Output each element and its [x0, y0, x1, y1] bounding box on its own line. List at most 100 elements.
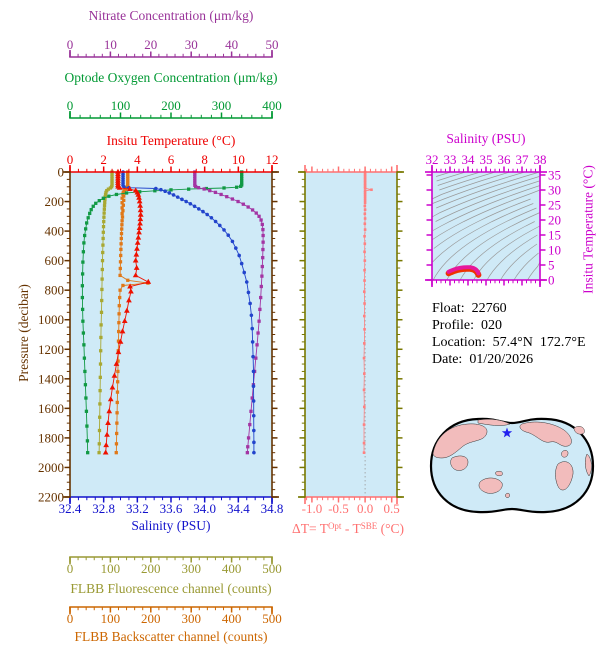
tick-label: 30 [548, 183, 561, 198]
map-landmass [585, 453, 592, 477]
tick-label: 400 [45, 224, 65, 239]
tick-label: 500 [262, 611, 282, 626]
map-landmass [573, 426, 585, 435]
tick-label: 20 [548, 213, 561, 228]
tick-label: 0 [67, 152, 74, 167]
delta-t-superscript-sbe: SBE [360, 521, 378, 531]
tick-label: 100 [111, 98, 131, 113]
tick-label: 200 [45, 194, 65, 209]
series-line-oxygen [81, 172, 243, 453]
delta-t-axis-label: ΔT= TOpt - TSBE (°C) [283, 519, 413, 536]
tick-label: 2000 [38, 460, 64, 475]
tick-label: 6 [168, 152, 175, 167]
profile-number-value: 020 [481, 318, 502, 333]
tick-label: 10 [548, 243, 561, 258]
delta-t-label-part: ΔT= T [292, 521, 328, 536]
tick-label: 1200 [38, 342, 64, 357]
tick-label: 1800 [38, 430, 64, 445]
tick-label: 32.8 [92, 501, 115, 516]
date-value: 01/20/2026 [469, 352, 534, 367]
map-landmass [495, 470, 503, 477]
tick-label: 1400 [38, 371, 64, 386]
tick-label: 300 [181, 561, 201, 576]
isopycnal-contour [439, 171, 496, 191]
profile-number-label: Profile: [432, 318, 474, 333]
delta-t-superscript-opt: Opt [327, 521, 342, 531]
tick-label: 800 [45, 283, 65, 298]
tick-label: 36 [498, 152, 512, 167]
nitrate-axis-label: Nitrate Concentration (μm/kg) [88, 8, 254, 23]
isopycnal-contour [432, 171, 525, 204]
tick-label: 0 [58, 165, 65, 180]
ts-curve [446, 265, 481, 276]
location-label: Location: [432, 335, 486, 350]
tick-label: 5 [548, 258, 555, 273]
map-landmass [561, 450, 569, 458]
ts-salinity-axis-label: Salinity (PSU) [446, 131, 526, 146]
tick-label: 33.6 [160, 501, 183, 516]
tick-label: 15 [548, 228, 561, 243]
isopycnal-contour [431, 176, 540, 218]
float-id-value: 22760 [471, 301, 507, 316]
map-landmass [432, 423, 488, 459]
isopycnal-contour [431, 171, 511, 200]
salinity-axis-label: Salinity (PSU) [131, 518, 211, 533]
tick-label: 4 [134, 152, 141, 167]
ts-temperature-axis-label: Insitu Temperature (°C) [580, 165, 596, 294]
isopycnal-contour [432, 207, 537, 281]
tick-label: 300 [181, 611, 201, 626]
backscatter-axis-label: FLBB Backscatter channel (counts) [74, 629, 268, 644]
fluorescence-axis-label: FLBB Fluorescence channel (counts) [70, 581, 272, 596]
tick-label: 0 [548, 273, 555, 288]
profile-number-line: Profile: 020 [432, 317, 586, 334]
isopycnal-contour [435, 180, 540, 222]
tick-label: 100 [101, 611, 121, 626]
tick-label: 35 [480, 152, 493, 167]
delta-t-label-part: (°C) [377, 521, 404, 536]
tick-label: 30 [185, 37, 198, 52]
world-map [429, 417, 595, 514]
oxygen-axis-label: Optode Oxygen Concentration (μm/kg) [64, 70, 278, 85]
tick-label: 300 [212, 98, 232, 113]
date-label: Date: [432, 352, 463, 367]
float-info-block: Float: 22760 Profile: 020 Location: 57.4°N … [432, 300, 586, 368]
tick-label: -0.5 [328, 501, 349, 516]
tick-label: 33.2 [126, 501, 149, 516]
map-landmass [478, 477, 503, 494]
tick-label: 32 [426, 152, 439, 167]
main-profile-plot: 0 2 4 6 8 10 12 32.4 32.8 33.2 33.6 34.0 34.4 34.8 0 20… [38, 152, 283, 516]
delta-t-plot: -1.0 -0.5 0.0 0.5 [298, 165, 404, 516]
isopycnal-contour [432, 185, 541, 231]
tick-label: 0 [67, 98, 74, 113]
tick-label: 0.0 [357, 501, 373, 516]
tick-label: 600 [45, 253, 65, 268]
isopycnal-contour [486, 234, 538, 281]
map-landmass [505, 492, 510, 498]
temperature-axis-label: Insitu Temperature (°C) [106, 133, 236, 148]
tick-label: 10 [104, 37, 117, 52]
tick-label: 1000 [38, 312, 64, 327]
tick-label: 2200 [38, 490, 64, 505]
tick-label: 10 [232, 152, 245, 167]
tick-label: 0 [67, 561, 74, 576]
tick-label: 0 [67, 37, 74, 52]
map-landmass [519, 421, 572, 447]
tick-label: 34.0 [193, 501, 216, 516]
tick-label: 34.4 [227, 501, 250, 516]
isopycnal-contour [500, 243, 538, 281]
tick-label: 500 [262, 561, 282, 576]
map-landmass [450, 455, 469, 471]
map-landmass [477, 418, 511, 426]
tick-label: 400 [222, 561, 242, 576]
tick-label: 35 [548, 168, 561, 183]
tick-label: 0 [67, 611, 74, 626]
isopycnal-contour [437, 171, 481, 186]
isopycnal-contour [527, 261, 541, 281]
float-id-line: Float: 22760 [432, 300, 586, 317]
tick-label: 38 [534, 152, 547, 167]
tick-label: 200 [141, 561, 161, 576]
map-landmass [555, 461, 574, 491]
location-line: Location: 57.4°N 172.7°E [432, 334, 586, 351]
